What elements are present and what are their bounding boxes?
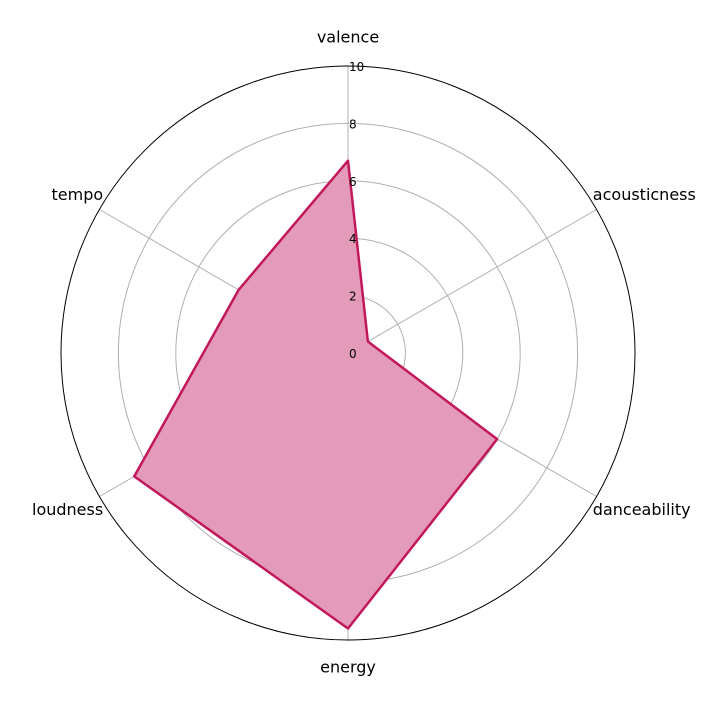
- axis-label-energy: energy: [320, 658, 376, 677]
- axis-label-loudness: loudness: [32, 500, 103, 519]
- axis-label-danceability: danceability: [593, 500, 691, 519]
- series-line-0: [133, 159, 499, 630]
- axis-label-tempo: tempo: [52, 185, 104, 204]
- tick-label-2: 2: [349, 290, 357, 304]
- tick-label-8: 8: [349, 117, 357, 131]
- axis-label-acousticness: acousticness: [593, 185, 696, 204]
- tick-label-0: 0: [349, 347, 357, 361]
- data-layer: [133, 159, 499, 630]
- outer-frame: [60, 65, 636, 641]
- tick-layer: 0 2 4 6 8 10: [349, 60, 364, 361]
- tick-label-10: 10: [349, 60, 364, 74]
- series-area-0: [134, 160, 498, 629]
- axis-label-valence: valence: [317, 28, 379, 47]
- tick-label-6: 6: [349, 175, 357, 189]
- spoke-acousticness: [347, 209, 597, 354]
- tick-label-4: 4: [349, 232, 357, 246]
- label-layer: valence acousticness danceability energy lou…: [32, 28, 696, 677]
